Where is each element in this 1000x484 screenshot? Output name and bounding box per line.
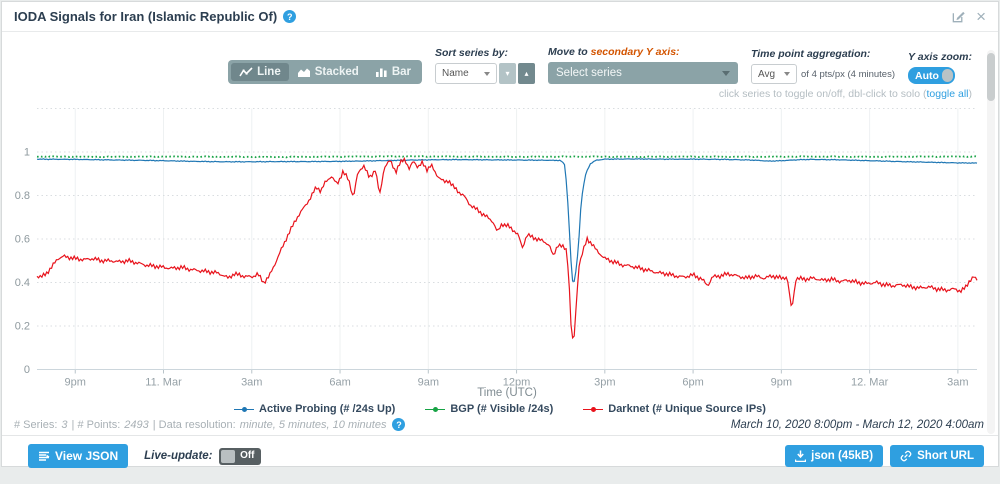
y-tick-label: 0.6 <box>15 234 30 246</box>
sort-group: Sort series by: Name ▾ ▴ <box>435 47 536 84</box>
legend-label: BGP (# Visible /24s) <box>450 403 554 415</box>
aggregation-suffix: of 4 pts/px (4 minutes) <box>801 68 895 80</box>
footer-buttons-row: View JSON Live-update: Off json (45kB) S… <box>2 436 998 468</box>
sort-descending-button[interactable]: ▾ <box>499 63 517 84</box>
x-tick-label: 11. Mar <box>145 377 182 389</box>
timeseries-chart[interactable]: 9pm 11. Mar 3am 6am 9am 12pm 3pm 6pm 9pm 12. Mar 3… <box>2 102 998 402</box>
chevron-down-icon <box>784 72 791 76</box>
series-info-row: # Series: 3 | # Points: 2493 | Data resolu… <box>2 415 998 436</box>
y-tick-label: 0.4 <box>15 277 30 289</box>
chart-type-segmented: Line Stacked Bar <box>228 60 423 84</box>
x-tick-label: 9pm <box>771 377 792 389</box>
close-icon[interactable]: × <box>976 6 986 26</box>
aggregation-select-value: Avg <box>758 68 776 80</box>
view-json-button[interactable]: View JSON <box>28 444 129 468</box>
series-line[interactable] <box>36 157 978 282</box>
x-tick-label: 12. Mar <box>851 377 889 389</box>
legend-marker-icon <box>425 406 446 412</box>
title-help-icon[interactable]: ? <box>283 10 297 23</box>
download-json-button[interactable]: json (45kB) <box>785 445 884 467</box>
x-axis-title: Time (UTC) <box>477 387 537 399</box>
y-zoom-auto-toggle[interactable]: Auto <box>908 67 955 84</box>
legend-label: Active Probing (# /24s Up) <box>259 403 396 415</box>
series-line[interactable] <box>36 156 978 340</box>
aggregation-group: Time point aggregation: Avg of 4 pts/px … <box>751 48 895 84</box>
series-toggle-hint: click series to toggle on/off, dbl-click… <box>718 88 972 100</box>
vertical-scrollbar[interactable] <box>987 50 995 434</box>
date-range: March 10, 2020 8:00pm - March 12, 2020 4… <box>730 418 984 431</box>
chart-type-group: Line Stacked Bar <box>228 60 423 84</box>
short-url-button[interactable]: Short URL <box>890 445 984 467</box>
chart-legend: Active Probing (# /24s Up) BGP (# Visible… <box>2 403 998 415</box>
legend-marker-icon <box>583 406 604 412</box>
secondary-axis-group: Move to secondary Y axis: Select series <box>548 46 739 84</box>
secondary-axis-label: Move to secondary Y axis: <box>548 46 680 58</box>
live-update-state: Off <box>240 449 255 461</box>
chevron-down-icon <box>722 70 731 76</box>
toggle-knob <box>942 69 953 82</box>
page-title: IODA Signals for Iran (Islamic Republic … <box>14 9 278 24</box>
y-zoom-label: Y axis zoom: <box>908 51 972 63</box>
chart-type-bar-button[interactable]: Bar <box>367 63 419 81</box>
scrollbar-thumb[interactable] <box>987 53 995 101</box>
legend-label: Darknet (# Unique Source IPs) <box>608 403 766 415</box>
chart-canvas[interactable]: 9pm 11. Mar 3am 6am 9am 12pm 3pm 6pm 9pm 12. Mar 3… <box>2 102 1000 402</box>
chevron-down-icon <box>484 71 491 76</box>
x-tick-label: 9pm <box>65 377 86 389</box>
y-tick-label: 0.8 <box>15 190 30 202</box>
series-line[interactable] <box>36 155 978 159</box>
x-tick-label: 3am <box>947 377 968 389</box>
chart-controls: Line Stacked Bar Sort series by: Name ▾ ▴ … <box>2 32 998 84</box>
legend-item[interactable]: Darknet (# Unique Source IPs) <box>583 403 766 415</box>
live-update-label: Live-update: <box>144 450 213 462</box>
secondary-axis-select[interactable]: Select series <box>548 62 739 84</box>
legend-item[interactable]: Active Probing (# /24s Up) <box>234 403 395 415</box>
aggregation-label: Time point aggregation: <box>751 48 871 60</box>
x-tick-label: 3pm <box>594 377 615 389</box>
x-tick-label: 12pm <box>503 377 531 389</box>
sort-ascending-button[interactable]: ▴ <box>518 63 536 84</box>
x-tick-label: 3am <box>241 377 262 389</box>
aggregation-select[interactable]: Avg <box>751 64 798 84</box>
ioda-signals-panel: IODA Signals for Iran (Islamic Republic … <box>1 1 999 468</box>
y-tick-label: 0.2 <box>15 321 30 333</box>
list-icon <box>39 451 50 461</box>
chart-type-stacked-button[interactable]: Stacked <box>289 63 367 81</box>
panel-header: IODA Signals for Iran (Islamic Republic … <box>2 2 998 32</box>
x-tick-label: 9am <box>418 377 439 389</box>
y-zoom-group: Y axis zoom: Auto <box>908 51 972 84</box>
y-zoom-toggle-label: Auto <box>915 69 939 82</box>
y-tick-label: 1 <box>24 147 30 159</box>
live-update-toggle[interactable]: Off <box>218 447 261 465</box>
toggle-all-link[interactable]: toggle all <box>926 88 969 100</box>
link-icon <box>900 450 912 462</box>
secondary-axis-select-value: Select series <box>556 67 622 79</box>
legend-item[interactable]: BGP (# Visible /24s) <box>425 403 553 415</box>
series-info: # Series: 3 | # Points: 2493 | Data resolu… <box>14 418 406 431</box>
sort-label: Sort series by: <box>435 47 508 59</box>
resolution-help-icon[interactable]: ? <box>392 418 406 431</box>
y-tick-label: 0 <box>24 364 30 376</box>
sort-select-value: Name <box>442 68 469 79</box>
chart-type-line-button[interactable]: Line <box>231 63 289 81</box>
sort-select[interactable]: Name <box>435 63 498 84</box>
download-icon <box>795 450 807 462</box>
toggle-knob <box>220 449 235 463</box>
x-tick-label: 6am <box>329 377 350 389</box>
x-tick-label: 6pm <box>682 377 703 389</box>
edit-icon[interactable] <box>951 9 966 24</box>
legend-marker-icon <box>234 406 255 412</box>
